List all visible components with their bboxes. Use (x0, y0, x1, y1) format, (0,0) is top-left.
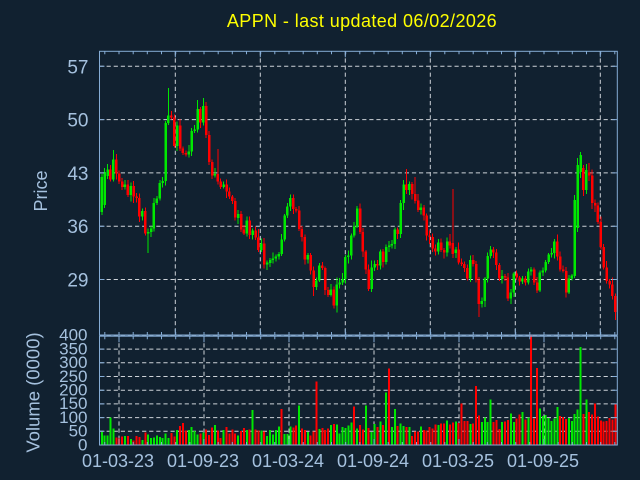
svg-text:43: 43 (67, 164, 88, 185)
svg-text:Volume (0000): Volume (0000) (23, 332, 44, 452)
svg-text:01-03-23: 01-03-23 (82, 451, 154, 471)
svg-text:01-09-23: 01-09-23 (167, 451, 239, 471)
svg-text:300: 300 (59, 353, 87, 372)
svg-text:200: 200 (59, 381, 87, 400)
svg-text:29: 29 (67, 271, 88, 292)
svg-text:100: 100 (59, 408, 87, 427)
svg-text:250: 250 (59, 367, 87, 386)
svg-text:APPN - last updated 06/02/2026: APPN - last updated 06/02/2026 (227, 11, 497, 31)
svg-text:0: 0 (78, 435, 87, 454)
svg-text:150: 150 (59, 394, 87, 413)
svg-text:01-09-24: 01-09-24 (337, 451, 409, 471)
svg-text:01-03-25: 01-03-25 (422, 451, 494, 471)
svg-text:400: 400 (59, 326, 87, 345)
svg-text:50: 50 (69, 422, 88, 441)
svg-text:50: 50 (67, 111, 88, 132)
svg-text:350: 350 (59, 339, 87, 358)
svg-text:57: 57 (67, 57, 88, 78)
svg-text:Price: Price (31, 170, 51, 211)
svg-text:01-03-24: 01-03-24 (252, 451, 324, 471)
svg-text:36: 36 (67, 217, 88, 238)
svg-text:01-09-25: 01-09-25 (507, 451, 579, 471)
